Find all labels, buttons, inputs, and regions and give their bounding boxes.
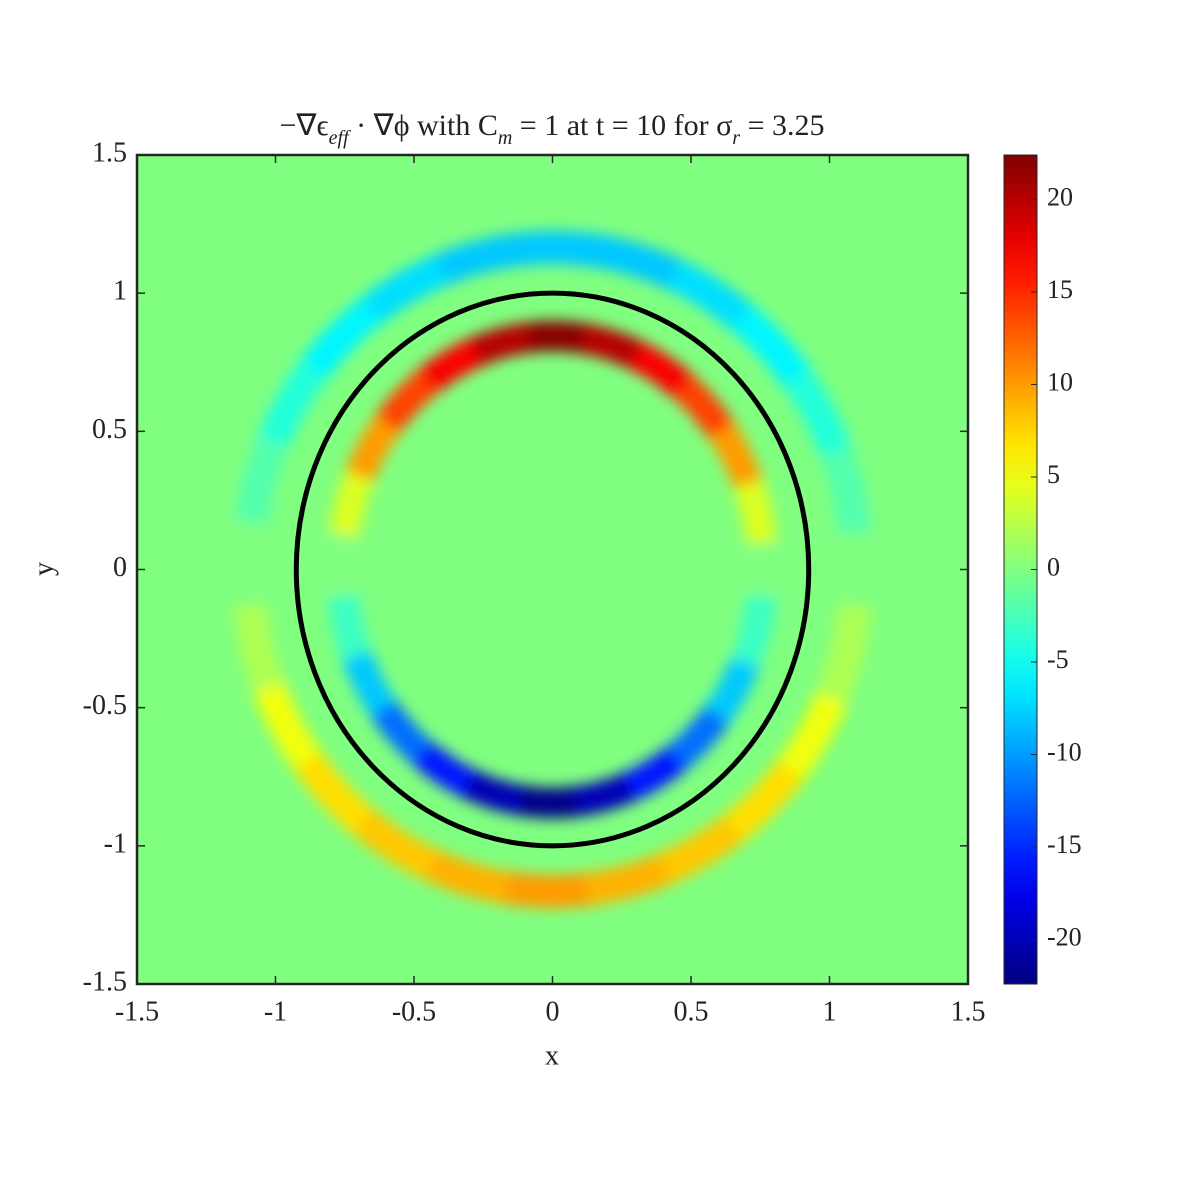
y-tick-label: 1 bbox=[113, 276, 127, 307]
colorbar-tick-label: 10 bbox=[1047, 367, 1073, 396]
ring-segment bbox=[574, 322, 644, 370]
title-subscript: m bbox=[498, 127, 512, 149]
ring-segment bbox=[231, 519, 268, 620]
x-tick-label: -0.5 bbox=[392, 996, 436, 1027]
title-text: · ∇ϕ with C bbox=[349, 109, 498, 142]
x-tick-label: 1 bbox=[823, 996, 837, 1027]
ring-segment bbox=[518, 785, 587, 819]
ring-segment bbox=[328, 594, 374, 669]
colorbar-tick-label: -15 bbox=[1047, 830, 1082, 859]
heatmap-rings bbox=[231, 231, 874, 908]
y-tick-label: 1.5 bbox=[92, 137, 127, 168]
x-axis-label: x bbox=[545, 1040, 559, 1071]
x-tick-label: 1.5 bbox=[951, 996, 986, 1027]
x-tick-label: -1.5 bbox=[115, 996, 159, 1027]
ring-segment bbox=[745, 532, 779, 607]
ring-segment bbox=[504, 231, 601, 268]
y-tick-label: -1 bbox=[104, 828, 127, 859]
ring-segment bbox=[326, 532, 360, 607]
colorbar-tick-label: 20 bbox=[1047, 182, 1073, 211]
ring-segment bbox=[328, 470, 374, 545]
y-tick-label: 0 bbox=[113, 552, 127, 583]
title-subscript: eff bbox=[329, 127, 351, 149]
title-text: = 1 at t = 10 for σ bbox=[512, 109, 732, 142]
x-tick-label: 0 bbox=[546, 996, 560, 1027]
y-tick-label: 0.5 bbox=[92, 414, 127, 445]
ring-segment bbox=[504, 871, 601, 908]
x-tick-label: 0.5 bbox=[674, 996, 709, 1027]
colorbar-tick-label: -5 bbox=[1047, 645, 1069, 674]
colorbar-tick-label: 0 bbox=[1047, 552, 1060, 581]
ring-segment bbox=[518, 320, 587, 354]
title-text: −∇ϵ bbox=[280, 109, 329, 142]
title-text: = 3.25 bbox=[740, 109, 824, 142]
ring-segment bbox=[574, 769, 644, 817]
colorbar-tick-label: 5 bbox=[1047, 460, 1060, 489]
colorbar-tick-label: -20 bbox=[1047, 923, 1082, 952]
ring-segment bbox=[461, 322, 531, 370]
ring-segment bbox=[816, 603, 872, 705]
y-axis-label: y bbox=[28, 562, 59, 576]
y-tick-label: -1.5 bbox=[83, 966, 127, 997]
y-tick-label: -0.5 bbox=[83, 690, 127, 721]
x-tick-label: -1 bbox=[264, 996, 287, 1027]
ring-segment bbox=[731, 594, 777, 669]
interface-boundary bbox=[293, 290, 812, 849]
heatmap bbox=[231, 231, 874, 908]
ring-segment bbox=[731, 470, 777, 545]
ring-segment bbox=[461, 769, 531, 817]
ring-segment bbox=[837, 519, 874, 620]
title-subscript: r bbox=[732, 127, 740, 149]
colorbar-tick-label: 15 bbox=[1047, 275, 1073, 304]
colorbar-tick-label: -10 bbox=[1047, 738, 1082, 767]
chart-title: −∇ϵeff · ∇ϕ with Cm = 1 at t = 10 for σr… bbox=[280, 109, 825, 149]
